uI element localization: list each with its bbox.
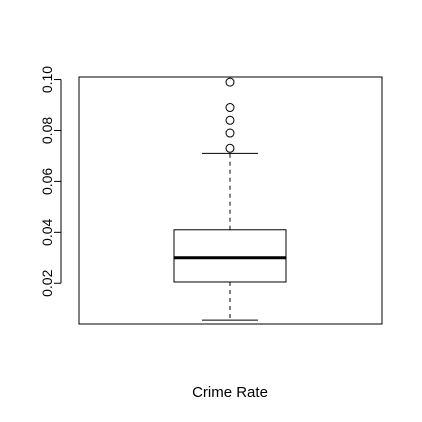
y-tick-label: 0.02 xyxy=(39,269,55,296)
x-axis-label: Crime Rate xyxy=(192,384,268,401)
outlier-point xyxy=(225,143,235,153)
plot-frame xyxy=(78,76,383,325)
outlier-point xyxy=(225,103,235,113)
y-tick-label: 0.04 xyxy=(39,218,55,245)
y-tick-label: 0.08 xyxy=(39,117,55,144)
y-axis: 0.02 0.04 0.06 0.08 0.10 xyxy=(39,66,62,297)
outlier-point xyxy=(225,128,235,138)
y-tick-label: 0.10 xyxy=(39,66,55,93)
y-tick-label: 0.06 xyxy=(39,168,55,195)
box-group xyxy=(173,152,287,321)
outlier-group xyxy=(225,77,235,153)
outlier-point xyxy=(225,115,235,125)
outlier-point xyxy=(225,77,235,87)
iqr-box xyxy=(173,229,287,283)
